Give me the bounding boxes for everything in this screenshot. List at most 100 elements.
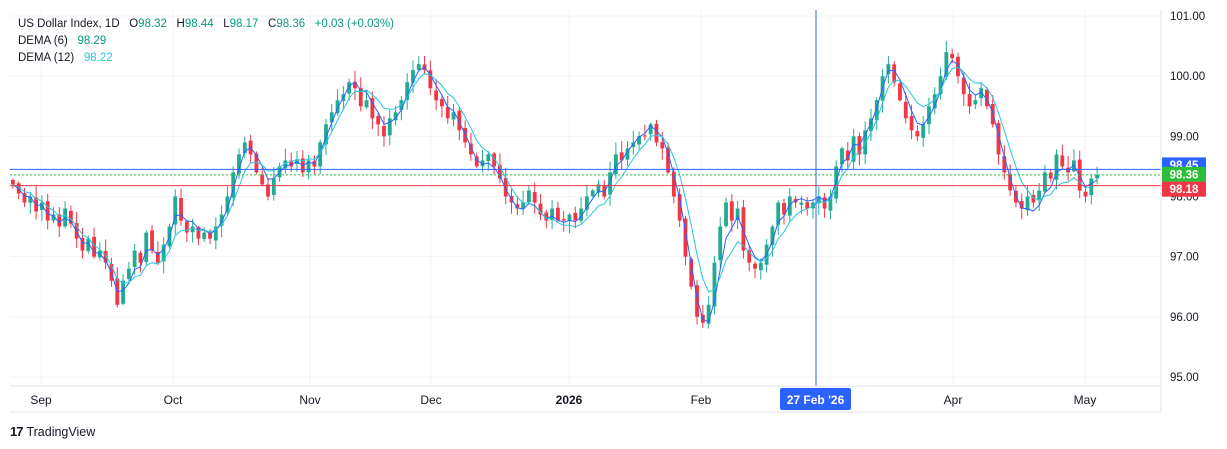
candle-body (219, 214, 224, 226)
change-value: +0.03 (+0.03%) (314, 18, 394, 30)
candle-body (405, 82, 410, 101)
candle-body (909, 115, 914, 131)
candle-body (382, 126, 386, 137)
x-tick-label: Apr (944, 393, 963, 407)
candle-body (579, 208, 584, 221)
candle-body (735, 208, 740, 221)
y-tick-label: 99.00 (1170, 131, 1199, 143)
candle-body (1095, 174, 1100, 179)
candle-body (596, 184, 601, 193)
candle-body (515, 204, 520, 209)
candle-body (886, 64, 891, 75)
candle-body (184, 221, 189, 233)
crosshair-date-tag: 27 Feb '26 (780, 388, 851, 410)
candle-body (869, 118, 873, 132)
candle-body (1019, 201, 1024, 209)
candle-body (266, 184, 270, 197)
candle-body (561, 218, 566, 221)
candle-body (729, 201, 734, 221)
candle-body (138, 252, 143, 263)
candle-body (538, 203, 543, 215)
candle-body (776, 202, 781, 225)
candle-body (550, 208, 555, 220)
dema6-label: DEMA (6) (18, 35, 68, 47)
axes (10, 10, 1162, 413)
candle-body (457, 110, 462, 131)
candle-body (155, 251, 160, 263)
candle-body (45, 201, 50, 221)
candle-body (440, 99, 444, 107)
candle-body (126, 268, 131, 279)
candle-body (544, 212, 549, 221)
candle-body (892, 64, 897, 83)
candle-body (68, 210, 73, 224)
candle-body (57, 214, 62, 227)
price-tag-label-last: 98.36 (1170, 169, 1199, 181)
candle-body (921, 124, 926, 138)
candle-body (445, 107, 450, 119)
dema6-value: 98.29 (77, 35, 107, 47)
candle-body (324, 124, 328, 145)
x-tick-label: 2026 (556, 393, 583, 407)
candle-body (985, 89, 989, 107)
dema6-line (12, 59, 1098, 323)
tradingview-logo[interactable]: 17 TradingView (10, 424, 95, 439)
high-value: 98.44 (184, 18, 214, 30)
candle-body (213, 226, 218, 241)
close-value: 98.36 (276, 18, 306, 30)
candle-body (1048, 172, 1053, 179)
candle-body (532, 192, 537, 203)
candle-body (573, 212, 578, 221)
candle-body (555, 207, 560, 221)
open-label: O (129, 18, 139, 30)
candle-body (498, 165, 502, 179)
x-tick-label: Nov (299, 393, 320, 407)
candle-body (753, 263, 757, 269)
legend-dema6-row[interactable]: DEMA (6) 98.29 (18, 33, 394, 50)
candle-body (28, 196, 33, 203)
candle-body (816, 196, 821, 204)
candle-body (358, 88, 363, 107)
candle-body (758, 262, 763, 271)
candle-body (782, 202, 786, 215)
candle-body (602, 185, 607, 197)
candle-body (86, 238, 91, 252)
candle-body (121, 280, 125, 304)
x-tick-label: May (1074, 393, 1097, 407)
candle-body (712, 262, 717, 307)
candle-body (590, 190, 595, 197)
candle-body (996, 123, 1001, 155)
candle-body (132, 250, 137, 267)
candle-body (51, 214, 56, 221)
candle-body (237, 154, 241, 174)
candle-body (306, 160, 311, 173)
dema12-line (12, 66, 1098, 293)
candle-body (469, 143, 473, 155)
candle-body (625, 148, 630, 160)
candle-body (289, 160, 294, 167)
candle-body (202, 232, 207, 240)
candle-body (254, 153, 259, 173)
open-value: 98.32 (138, 18, 167, 30)
candle-body (480, 160, 485, 167)
x-tick-label: Feb (691, 393, 712, 407)
candle-body (492, 153, 497, 167)
legend-ohlc-row: US Dollar Index, 1D O98.32 H98.44 L98.17… (18, 16, 394, 33)
candle-body (521, 202, 526, 209)
candle-body (822, 197, 827, 209)
candle-body (927, 106, 931, 125)
legend-dema12-row[interactable]: DEMA (12) 98.22 (18, 50, 394, 67)
candle-body (295, 160, 299, 165)
candle-body (526, 190, 531, 203)
candle-body (318, 142, 323, 167)
candle-body (770, 226, 775, 246)
candle-body (503, 177, 508, 197)
candle-body (92, 236, 96, 257)
candle-body (370, 98, 375, 119)
candle-body (144, 232, 149, 263)
candle-body (956, 56, 960, 77)
candle-body (161, 244, 166, 262)
candle-body (660, 142, 665, 149)
candle-body (179, 198, 183, 221)
